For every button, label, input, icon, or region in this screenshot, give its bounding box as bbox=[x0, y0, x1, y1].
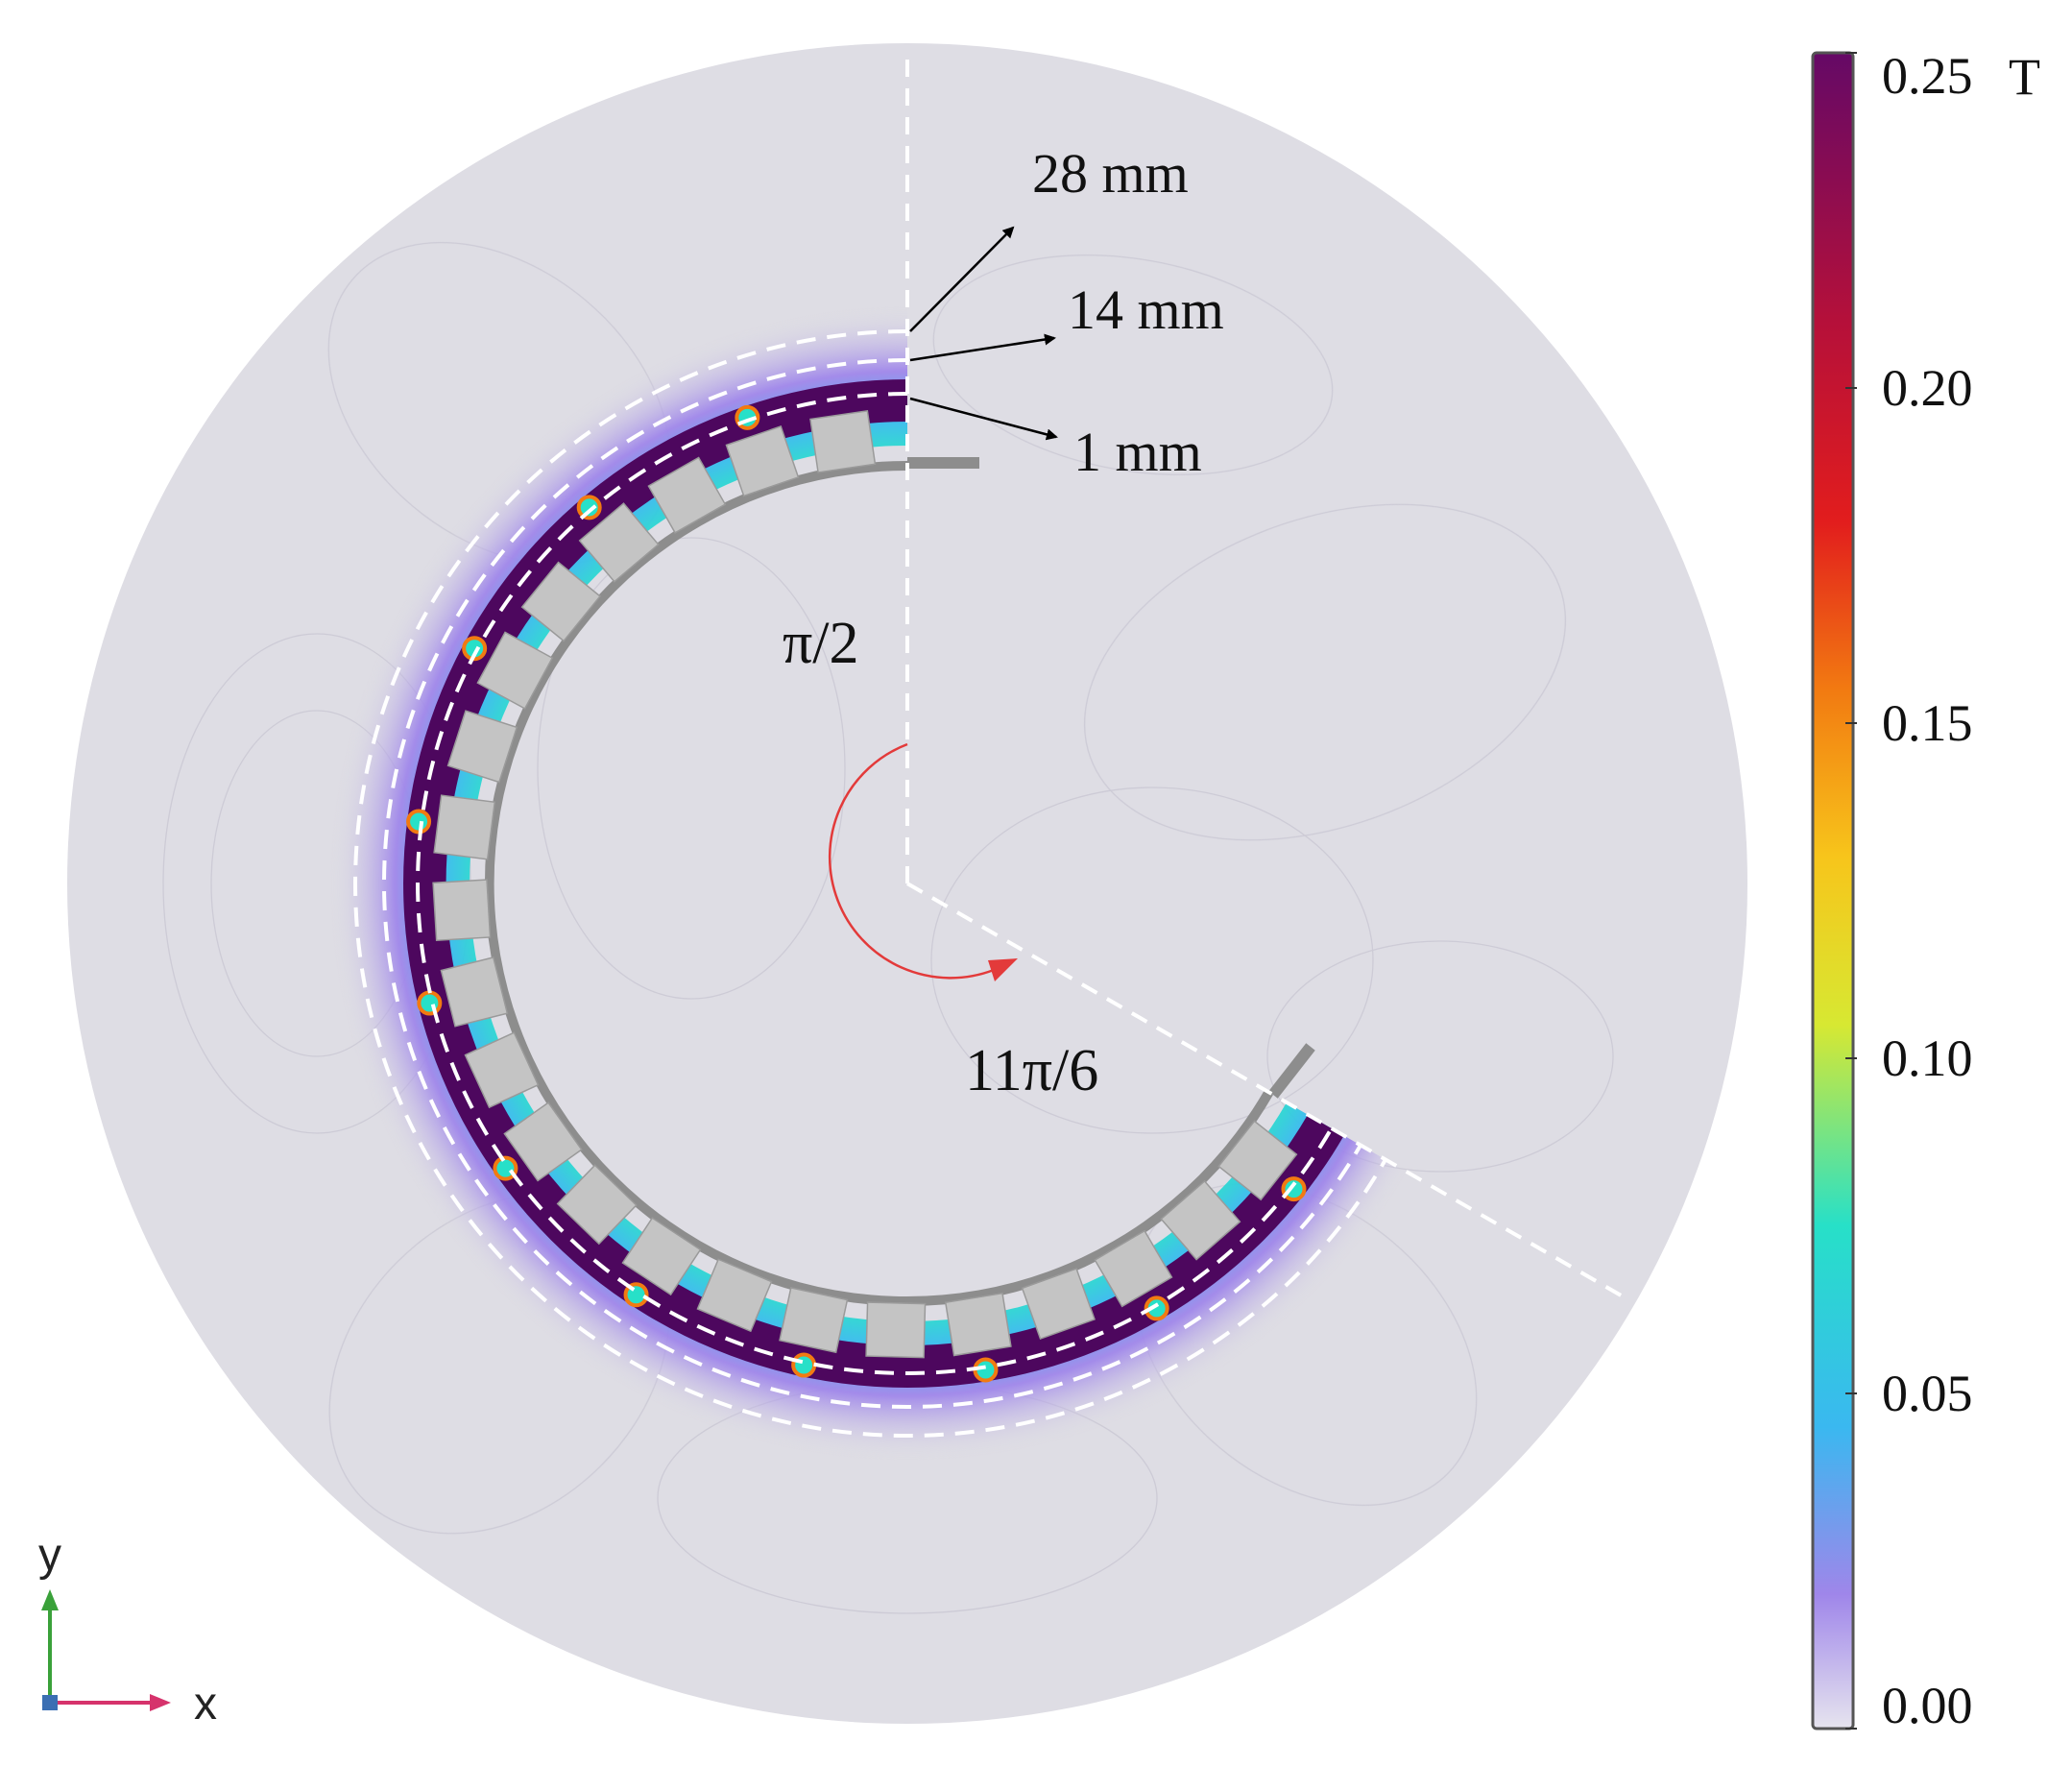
magnet-block bbox=[440, 956, 509, 1028]
magnet-block bbox=[503, 1101, 583, 1182]
angle-arrowhead bbox=[988, 958, 1018, 981]
y-axis-label: y bbox=[38, 1530, 61, 1581]
sector-lines bbox=[905, 58, 1624, 1298]
colorbar-tick-label: 0.05 bbox=[1882, 1365, 1973, 1422]
axes-indicator: y x bbox=[38, 1530, 217, 1730]
magnet-block bbox=[1217, 1120, 1298, 1201]
magnet-block bbox=[1021, 1268, 1096, 1341]
magnet-block bbox=[433, 794, 496, 860]
y-axis-arrowhead bbox=[41, 1589, 59, 1610]
magnet-block bbox=[520, 561, 602, 642]
colorbar-tick-label: 0.15 bbox=[1882, 694, 1973, 752]
gap-hotspot bbox=[406, 809, 432, 835]
x-axis-label: x bbox=[194, 1679, 217, 1730]
magnet-block bbox=[647, 456, 727, 534]
gap-hotspot bbox=[576, 495, 602, 520]
label-28mm: 28 mm bbox=[1032, 142, 1189, 205]
colorbar-tick-label: 0.25 bbox=[1882, 47, 1973, 105]
magnet-block bbox=[464, 1031, 540, 1109]
magnet-block bbox=[446, 710, 518, 784]
magnet-block bbox=[556, 1164, 638, 1246]
colorbar-unit: T bbox=[2009, 48, 2040, 106]
magnet-block bbox=[779, 1287, 849, 1354]
magnet-block bbox=[696, 1258, 773, 1333]
yoke-tip-bottom bbox=[1268, 1043, 1315, 1099]
magnet-block bbox=[621, 1217, 702, 1296]
magnet-block bbox=[865, 1301, 927, 1359]
magnet-block bbox=[725, 425, 800, 497]
magnet-block bbox=[944, 1292, 1012, 1357]
gap-hotspot bbox=[791, 1352, 817, 1378]
colorbar-gradient bbox=[1811, 51, 1855, 1731]
colorbar-ticks: 0.25 0.20 0.15 0.10 0.05 0.00 bbox=[1845, 47, 1973, 1734]
magnet-block bbox=[809, 409, 877, 473]
distance-arrows bbox=[909, 226, 1058, 441]
angle-arc bbox=[829, 742, 995, 980]
gap-hotspot bbox=[462, 636, 488, 662]
label-angle-end: 11π/6 bbox=[965, 1038, 1098, 1103]
colorbar-tick-label: 0.20 bbox=[1882, 359, 1973, 417]
gap-hotspot bbox=[417, 990, 443, 1016]
guide-arcs bbox=[353, 329, 1387, 1438]
magnet-block bbox=[476, 631, 554, 710]
magnet-block bbox=[432, 879, 492, 942]
magnet-block bbox=[578, 502, 660, 583]
colorbar: 0.25 0.20 0.15 0.10 0.05 0.00 T bbox=[1811, 47, 2040, 1734]
magnet-array bbox=[406, 404, 1307, 1383]
x-axis-arrowhead bbox=[150, 1694, 171, 1711]
colorbar-tick-label: 0.10 bbox=[1882, 1029, 1973, 1087]
label-1mm: 1 mm bbox=[1073, 421, 1202, 483]
magnet-block bbox=[1160, 1179, 1241, 1261]
gap-hotspot bbox=[1281, 1176, 1307, 1202]
colorbar-tick-label: 0.00 bbox=[1882, 1677, 1973, 1734]
origin-marker bbox=[42, 1695, 58, 1710]
label-angle-start: π/2 bbox=[783, 611, 859, 676]
magnet-block bbox=[1094, 1229, 1173, 1308]
gap-hotspot bbox=[1144, 1295, 1169, 1321]
label-14mm: 14 mm bbox=[1068, 278, 1224, 341]
